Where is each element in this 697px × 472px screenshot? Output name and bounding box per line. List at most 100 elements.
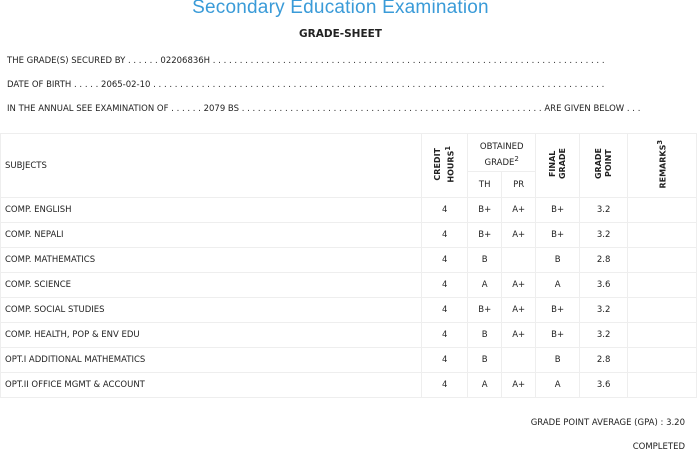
credit-cell: 4 — [421, 272, 469, 298]
final-grade-label: GRADE — [557, 148, 567, 180]
table-row: OPT.II OFFICE MGMT & ACCOUNT 4 A A+ A 3.… — [0, 372, 697, 398]
credit-cell: 4 — [421, 372, 469, 398]
remarks-cell — [627, 272, 697, 298]
grade-point-cell: 3.2 — [579, 322, 629, 348]
table-row: COMP. HEALTH, POP & ENV EDU 4 B A+ B+ 3.… — [0, 322, 697, 348]
credit-label: CREDIT — [432, 147, 442, 181]
table-row: COMP. SCIENCE 4 A A+ A 3.6 — [0, 272, 697, 298]
grade-point-cell: 3.6 — [579, 372, 629, 398]
grade-point-cell: 3.2 — [579, 222, 629, 248]
pr-cell: A+ — [501, 297, 537, 323]
pr-cell: A+ — [501, 272, 537, 298]
symbol-number-value: 02206836H — [160, 56, 211, 66]
table-row: COMP. ENGLISH 4 B+ A+ B+ 3.2 — [0, 197, 697, 223]
hours-sup: 1 — [443, 145, 452, 151]
header-subjects: SUBJECTS — [0, 133, 423, 198]
subject-cell: COMP. ENGLISH — [0, 197, 423, 223]
hours-label: HOURS — [446, 150, 456, 183]
grade-label: GRADE — [484, 157, 515, 168]
remarks-cell — [627, 247, 697, 273]
remarks-cell — [627, 347, 697, 373]
table-row: COMP. SOCIAL STUDIES 4 B+ A+ B+ 3.2 — [0, 297, 697, 323]
th-cell: A — [467, 272, 503, 298]
remarks-cell — [627, 372, 697, 398]
subject-cell: OPT.I ADDITIONAL MATHEMATICS — [0, 347, 423, 373]
final-grade-cell: B+ — [535, 222, 581, 248]
result-status: COMPLETED — [632, 442, 685, 452]
credit-cell: 4 — [421, 197, 469, 223]
credit-cell: 4 — [421, 222, 469, 248]
th-cell: B+ — [467, 222, 503, 248]
final-grade-cell: B+ — [535, 322, 581, 348]
grade-point-cell: 3.6 — [579, 272, 629, 298]
remarks-cell — [627, 297, 697, 323]
th-cell: B — [467, 347, 503, 373]
grade-point-cell: 3.2 — [579, 297, 629, 323]
final-grade-cell: A — [535, 372, 581, 398]
info-label: THE GRADE(S) SECURED BY . . . . . . — [7, 56, 158, 66]
info-dots: . . . . . . . . . . . . . . . . . . . . … — [212, 56, 605, 66]
remarks-cell — [627, 197, 697, 223]
credit-cell: 4 — [421, 247, 469, 273]
header-credit-hours: CREDIT HOURS1 — [421, 133, 469, 198]
dob-value: 2065-02-10 — [101, 80, 151, 90]
info-dots: . . . . . . . . . . . . . . . . . . . . … — [153, 80, 605, 90]
table-row: COMP. NEPALI 4 B+ A+ B+ 3.2 — [0, 222, 697, 248]
pr-cell: A+ — [501, 222, 537, 248]
final-grade-cell: B+ — [535, 297, 581, 323]
grade-sup: 2 — [514, 153, 519, 163]
credit-cell: 4 — [421, 297, 469, 323]
grade-table: SUBJECTS CREDIT HOURS1 OBTAINED GRADE2 FI… — [0, 133, 697, 398]
th-cell: B — [467, 322, 503, 348]
subject-cell: OPT.II OFFICE MGMT & ACCOUNT — [0, 372, 423, 398]
pr-cell — [501, 247, 537, 273]
grade-point-cell: 3.2 — [579, 197, 629, 223]
final-grade-cell: B+ — [535, 197, 581, 223]
grade-point-cell: 2.8 — [579, 247, 629, 273]
exam-title: Secondary Education Examination — [192, 0, 489, 18]
remarks-sup: 3 — [656, 139, 665, 145]
grade-word-label: GRADE — [593, 148, 603, 180]
subject-cell: COMP. SCIENCE — [0, 272, 423, 298]
remarks-label: REMARKS — [658, 144, 668, 189]
pr-cell: A+ — [501, 322, 537, 348]
th-cell: A — [467, 372, 503, 398]
subject-cell: COMP. NEPALI — [0, 222, 423, 248]
gpa-summary: GRADE POINT AVERAGE (GPA) : 3.20 — [530, 418, 685, 428]
point-label: POINT — [603, 150, 613, 178]
header-final-grade: FINAL GRADE — [535, 133, 581, 198]
header-row: SUBJECTS CREDIT HOURS1 OBTAINED GRADE2 FI… — [0, 133, 697, 198]
final-label: FINAL — [547, 150, 557, 178]
info-line-dob: DATE OF BIRTH . . . . . 2065-02-10 . . .… — [7, 80, 604, 90]
pr-cell: A+ — [501, 372, 537, 398]
subject-cell: COMP. SOCIAL STUDIES — [0, 297, 423, 323]
grade-point-cell: 2.8 — [579, 347, 629, 373]
credit-cell: 4 — [421, 347, 469, 373]
th-cell: B+ — [467, 197, 503, 223]
pr-cell: A+ — [501, 197, 537, 223]
subject-cell: COMP. MATHEMATICS — [0, 247, 423, 273]
info-label: DATE OF BIRTH . . . . . — [7, 80, 99, 90]
table-row: OPT.I ADDITIONAL MATHEMATICS 4 B B 2.8 — [0, 347, 697, 373]
subject-cell: COMP. HEALTH, POP & ENV EDU — [0, 322, 423, 348]
exam-year-value: 2079 BS — [203, 104, 240, 114]
header-pr: PR — [501, 171, 537, 198]
info-label: IN THE ANNUAL SEE EXAMINATION OF . . . .… — [7, 104, 201, 114]
final-grade-cell: B — [535, 247, 581, 273]
info-end: ARE GIVEN BELOW . . . — [544, 104, 641, 114]
header-remarks: REMARKS3 — [627, 133, 697, 198]
header-th: TH — [467, 171, 503, 198]
th-cell: B+ — [467, 297, 503, 323]
pr-cell — [501, 347, 537, 373]
info-dots: . . . . . . . . . . . . . . . . . . . . … — [241, 104, 542, 114]
sheet-title: GRADE-SHEET — [299, 28, 382, 40]
info-line-name: THE GRADE(S) SECURED BY . . . . . . 0220… — [7, 56, 605, 66]
info-line-exam: IN THE ANNUAL SEE EXAMINATION OF . . . .… — [7, 104, 640, 114]
header-obtained-grade: OBTAINED GRADE2 — [467, 133, 537, 172]
remarks-cell — [627, 322, 697, 348]
obtained-label: OBTAINED — [479, 141, 524, 152]
header-grade-point: GRADE POINT — [579, 133, 629, 198]
th-cell: B — [467, 247, 503, 273]
final-grade-cell: B — [535, 347, 581, 373]
final-grade-cell: A — [535, 272, 581, 298]
